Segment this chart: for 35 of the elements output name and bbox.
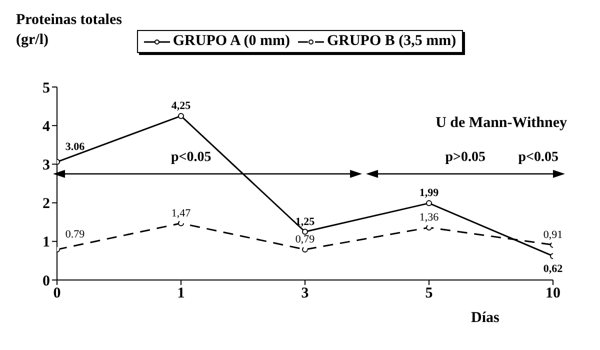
point — [178, 112, 184, 119]
point — [302, 246, 308, 253]
x-tick-label: 3 — [301, 286, 309, 302]
y-tick-label: 3 — [42, 158, 50, 174]
annotation: p<0.05 — [171, 150, 212, 166]
data-label: 4,25 — [171, 100, 192, 112]
x-tick-label: 10 — [546, 286, 560, 302]
data-label: 1,47 — [171, 207, 192, 220]
data-label: 1,25 — [295, 216, 316, 228]
annotation: p>0.05 — [445, 150, 486, 166]
point — [426, 200, 432, 206]
point — [426, 224, 432, 231]
y-tick-label: 1 — [42, 234, 50, 251]
annotation: U de Mann-Withney — [436, 115, 567, 132]
data-label: 0,62 — [543, 263, 564, 276]
y-tick-label: 2 — [42, 196, 50, 212]
point — [302, 228, 308, 235]
x-tick-label: 0 — [53, 286, 61, 302]
data-label: 1,36 — [419, 212, 440, 224]
data-label: 0,91 — [543, 228, 563, 241]
x-axis-title: Días — [471, 310, 500, 327]
data-label: 3.06 — [65, 140, 86, 153]
annotation: p<0.05 — [518, 150, 559, 166]
data-label: 1,99 — [419, 187, 440, 200]
x-tick-label: 5 — [425, 286, 433, 302]
y-tick-label: 0 — [42, 273, 50, 290]
y-axis-title: Proteinas totales (gr/l) — [16, 11, 122, 50]
y-tick-label: 4 — [42, 118, 50, 135]
y-tick-label: 5 — [42, 80, 50, 96]
x-tick-label: 1 — [177, 286, 185, 302]
point — [178, 220, 184, 226]
legend-label: GRUPO B (3,5 mm) — [326, 33, 456, 50]
legend-label: GRUPO A (0 mm) — [172, 33, 290, 50]
data-label: 0,79 — [295, 234, 316, 246]
data-label: 0.79 — [65, 228, 86, 241]
